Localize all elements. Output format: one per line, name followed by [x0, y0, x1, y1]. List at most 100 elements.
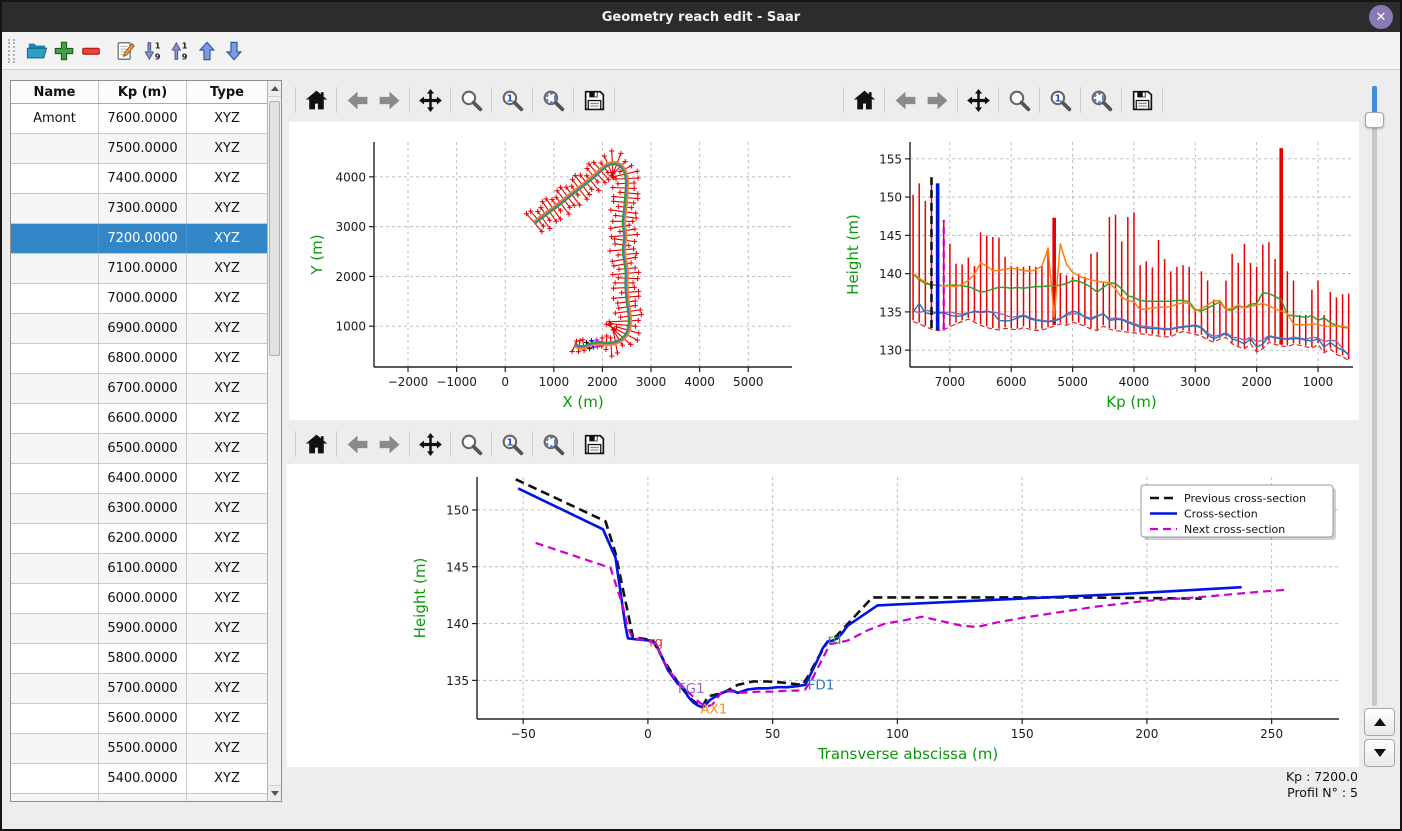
- move-up-button[interactable]: [193, 37, 220, 65]
- table-row[interactable]: 6100.0000 XYZ: [11, 554, 267, 584]
- pan-button[interactable]: [962, 84, 994, 116]
- cell-type: XYZ: [214, 651, 240, 666]
- toolbar-grip[interactable]: [8, 38, 15, 63]
- table-scrollbar[interactable]: [267, 81, 281, 801]
- cell-type: XYZ: [214, 411, 240, 426]
- svg-text:4000: 4000: [684, 375, 715, 389]
- zoomone-button[interactable]: 1: [496, 84, 528, 116]
- table-row[interactable]: 7400.0000 XYZ: [11, 164, 267, 194]
- longitudinal-profile-plot[interactable]: 7000 6000 5000 4000 3000 2000 1000 130 135 140 145…: [827, 122, 1359, 420]
- plan-view-plot[interactable]: −2000 −1000 0 1000 2000 3000 4000 5000 1000 2000 3…: [289, 122, 827, 420]
- cell-name: [11, 134, 99, 163]
- table-row[interactable]: 6600.0000 XYZ: [11, 404, 267, 434]
- svg-text:7000: 7000: [935, 375, 966, 389]
- table-row[interactable]: 6900.0000 XYZ: [11, 314, 267, 344]
- pan-button[interactable]: [414, 84, 446, 116]
- cell-name: [11, 374, 99, 403]
- back-button[interactable]: [341, 84, 373, 116]
- profile-slider[interactable]: [1363, 86, 1385, 706]
- cell-name: [11, 704, 99, 733]
- back-button[interactable]: [341, 428, 373, 460]
- add-row-button[interactable]: [50, 37, 77, 65]
- edit-button[interactable]: [112, 37, 139, 65]
- table-scrollbar-thumb[interactable]: [269, 101, 280, 356]
- zoomone-button[interactable]: 1: [496, 428, 528, 460]
- forward-button[interactable]: [921, 84, 953, 116]
- table-row[interactable]: 7500.0000 XYZ: [11, 134, 267, 164]
- open-button[interactable]: [23, 37, 50, 65]
- home-button[interactable]: [300, 84, 332, 116]
- zoom-button[interactable]: [455, 428, 487, 460]
- down-button[interactable]: [1364, 739, 1395, 767]
- edit-icon: [115, 40, 137, 62]
- svg-text:135: 135: [446, 674, 469, 688]
- up-button[interactable]: [1364, 708, 1395, 736]
- table-row[interactable]: 6700.0000 XYZ: [11, 374, 267, 404]
- table-row[interactable]: 5500.0000 XYZ: [11, 734, 267, 764]
- toolbar-separator: [336, 87, 337, 113]
- down-icon: [223, 40, 245, 62]
- svg-text:4000: 4000: [335, 170, 366, 184]
- save-button[interactable]: [1126, 84, 1158, 116]
- status-area: Kp : 7200.0 Profil N° : 5: [1102, 769, 1358, 800]
- zoomfit-button[interactable]: [537, 84, 569, 116]
- cell-type: XYZ: [214, 621, 240, 636]
- slider-track[interactable]: [1372, 86, 1377, 706]
- forward-button[interactable]: [373, 428, 405, 460]
- table-row[interactable]: 6500.0000 XYZ: [11, 434, 267, 464]
- status-kp: Kp : 7200.0: [1285, 769, 1358, 784]
- table-row[interactable]: 6400.0000 XYZ: [11, 464, 267, 494]
- cell-type: XYZ: [214, 291, 240, 306]
- svg-text:Transverse abscissa (m): Transverse abscissa (m): [817, 745, 999, 763]
- cell-name: [11, 344, 99, 373]
- save-button[interactable]: [578, 428, 610, 460]
- table-row[interactable]: 5900.0000 XYZ: [11, 614, 267, 644]
- table-row[interactable]: 5700.0000 XYZ: [11, 674, 267, 704]
- column-header-kp[interactable]: Kp (m): [99, 81, 187, 103]
- zoomfit-button[interactable]: [537, 428, 569, 460]
- back-button[interactable]: [889, 84, 921, 116]
- table-row[interactable]: 6800.0000 XYZ: [11, 344, 267, 374]
- home-button[interactable]: [300, 428, 332, 460]
- table-row[interactable]: 7100.0000 XYZ: [11, 254, 267, 284]
- save-icon: [1130, 88, 1155, 113]
- zoomone-button[interactable]: 1: [1044, 84, 1076, 116]
- svg-text:0: 0: [501, 375, 509, 389]
- cell-kp: 6400.0000: [99, 464, 187, 493]
- table-row[interactable]: Amont 7600.0000 XYZ: [11, 104, 267, 134]
- table-scroll-down-button[interactable]: [268, 785, 281, 801]
- table-row[interactable]: 7000.0000 XYZ: [11, 284, 267, 314]
- slider-handle[interactable]: [1365, 112, 1384, 128]
- home-button[interactable]: [848, 84, 880, 116]
- table-row[interactable]: 6200.0000 XYZ: [11, 524, 267, 554]
- table-row[interactable]: 5400.0000 XYZ: [11, 764, 267, 794]
- table-row[interactable]: 6000.0000 XYZ: [11, 584, 267, 614]
- move-down-button[interactable]: [220, 37, 247, 65]
- cross-section-plot[interactable]: −50 0 50 100 150 200 250 135 140 145 150 Transverse…: [287, 464, 1359, 767]
- svg-text:4000: 4000: [1119, 375, 1150, 389]
- close-button[interactable]: ✕: [1369, 5, 1393, 29]
- table-row[interactable]: 7200.0000 XYZ: [11, 224, 267, 254]
- delete-row-button[interactable]: [77, 37, 104, 65]
- zoom-button[interactable]: [1003, 84, 1035, 116]
- save-button[interactable]: [578, 84, 610, 116]
- table-row[interactable]: 5800.0000 XYZ: [11, 644, 267, 674]
- pan-button[interactable]: [414, 428, 446, 460]
- table-row[interactable]: 5600.0000 XYZ: [11, 704, 267, 734]
- table-row[interactable]: 7300.0000 XYZ: [11, 194, 267, 224]
- column-header-name[interactable]: Name: [11, 81, 99, 103]
- zoom-icon: [459, 88, 484, 113]
- zoom-button[interactable]: [455, 84, 487, 116]
- svg-text:FD1: FD1: [808, 677, 835, 693]
- column-header-type[interactable]: Type: [210, 84, 244, 100]
- svg-text:1000: 1000: [335, 320, 366, 334]
- table-row[interactable]: 6300.0000 XYZ: [11, 494, 267, 524]
- forward-button[interactable]: [373, 84, 405, 116]
- zoomfit-button[interactable]: [1085, 84, 1117, 116]
- toolbar-separator: [1121, 87, 1122, 113]
- table-scroll-up-button[interactable]: [268, 81, 281, 97]
